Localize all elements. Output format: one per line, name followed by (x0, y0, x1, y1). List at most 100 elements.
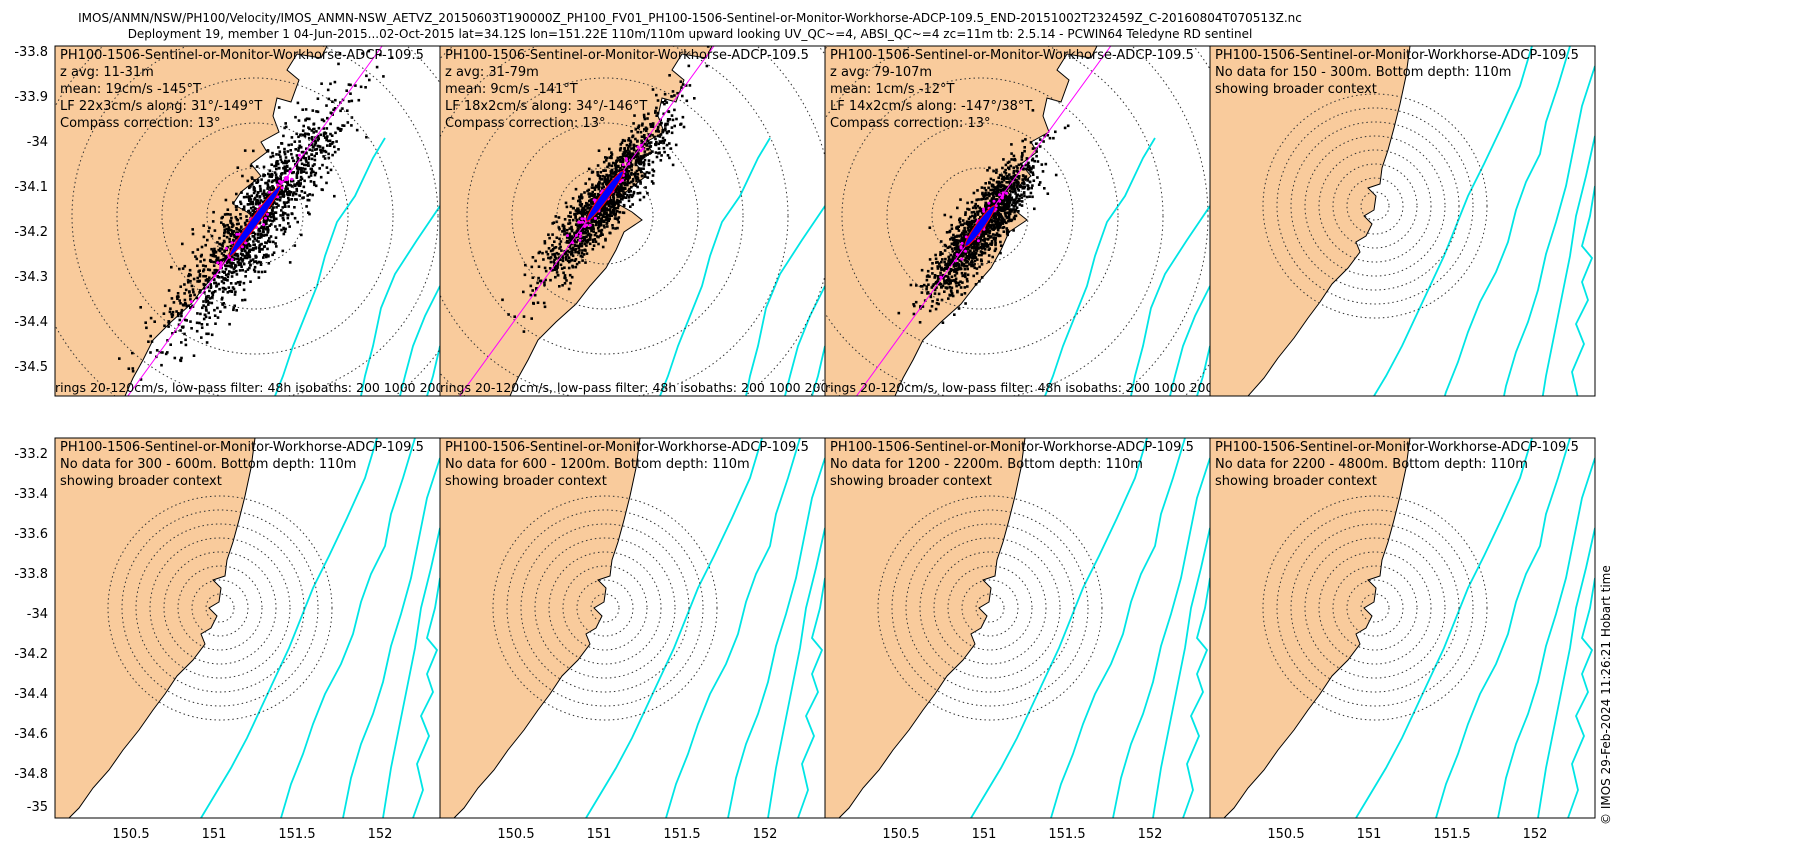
velocity-point (245, 251, 248, 255)
velocity-point (995, 192, 998, 196)
velocity-point (634, 161, 638, 165)
velocity-point (980, 198, 983, 201)
velocity-point (1037, 183, 1041, 186)
velocity-point (339, 109, 342, 113)
lowpass-point (575, 233, 578, 237)
velocity-point (304, 108, 308, 111)
velocity-point (171, 310, 175, 314)
speed-ring (506, 509, 704, 707)
velocity-point (310, 153, 314, 156)
velocity-point (229, 282, 233, 285)
velocity-point (945, 266, 949, 270)
velocity-point (291, 179, 295, 183)
lowpass-point (219, 261, 223, 265)
velocity-point (928, 309, 932, 313)
velocity-point (585, 244, 588, 247)
velocity-point (624, 174, 628, 178)
velocity-point (666, 118, 670, 121)
velocity-point (1012, 216, 1016, 219)
velocity-point (537, 265, 541, 268)
velocity-point (1018, 194, 1021, 198)
velocity-point (623, 147, 626, 151)
velocity-point (939, 251, 942, 254)
speed-ring (177, 565, 263, 651)
velocity-point (208, 316, 211, 319)
velocity-point (912, 312, 916, 316)
velocity-point (574, 247, 578, 251)
velocity-point (310, 136, 314, 139)
speed-ring (905, 523, 1075, 693)
velocity-point (963, 229, 966, 232)
x-tick: 151.5 (278, 827, 315, 842)
panel-title: PH100-1506-Sentinel-or-Monitor-Workhorse… (60, 440, 424, 455)
velocity-point (202, 235, 206, 239)
velocity-point (232, 233, 236, 237)
velocity-point (635, 149, 639, 153)
velocity-point (297, 180, 300, 183)
velocity-point (983, 240, 986, 243)
velocity-point (553, 240, 556, 243)
velocity-point (634, 159, 638, 162)
velocity-point (1013, 188, 1016, 191)
velocity-point (267, 239, 270, 243)
velocity-point (297, 149, 300, 152)
velocity-point (955, 284, 958, 288)
velocity-point (969, 229, 972, 233)
velocity-point (537, 276, 540, 280)
velocity-point (945, 279, 948, 283)
velocity-point (322, 155, 325, 158)
velocity-point (284, 122, 287, 125)
velocity-point (253, 187, 256, 190)
velocity-point (1003, 186, 1006, 190)
velocity-point (208, 276, 211, 279)
velocity-point (571, 254, 575, 258)
velocity-point (985, 194, 988, 197)
velocity-point (248, 255, 252, 259)
velocity-point (501, 298, 504, 302)
velocity-point (1010, 185, 1013, 189)
velocity-point (309, 174, 313, 177)
velocity-point (619, 160, 622, 163)
velocity-point (632, 183, 636, 186)
velocity-point (568, 245, 571, 249)
x-tick: 151 (587, 827, 612, 842)
velocity-point (985, 226, 988, 229)
velocity-point (974, 202, 977, 206)
velocity-point (997, 176, 1000, 179)
velocity-point (311, 164, 315, 168)
velocity-point (257, 260, 261, 264)
velocity-point (593, 186, 597, 190)
velocity-point (602, 212, 606, 215)
velocity-point (984, 237, 987, 241)
velocity-point (973, 205, 977, 208)
x-tick: 150.5 (882, 827, 919, 842)
velocity-point (308, 148, 311, 152)
velocity-point (271, 154, 275, 158)
velocity-point (283, 152, 287, 156)
velocity-point (312, 145, 315, 148)
velocity-point (973, 242, 977, 246)
velocity-point (1012, 205, 1016, 208)
velocity-point (583, 235, 586, 239)
velocity-point (618, 158, 622, 162)
velocity-point (184, 301, 187, 305)
velocity-point (317, 126, 321, 130)
velocity-point (323, 157, 327, 160)
velocity-point (276, 160, 279, 163)
velocity-point (971, 206, 975, 210)
velocity-point (1017, 210, 1020, 213)
speed-ring (1346, 579, 1404, 637)
velocity-point (963, 286, 967, 289)
velocity-point (661, 128, 665, 132)
velocity-point (645, 127, 649, 131)
speed-ring (71, 46, 439, 396)
velocity-point (950, 258, 953, 262)
velocity-point (212, 290, 215, 294)
velocity-scatter (118, 49, 394, 381)
velocity-point (963, 248, 966, 251)
speed-ring (562, 565, 648, 651)
velocity-point (568, 250, 571, 254)
velocity-point (630, 195, 634, 199)
velocity-point (260, 270, 264, 274)
velocity-point (626, 183, 629, 187)
